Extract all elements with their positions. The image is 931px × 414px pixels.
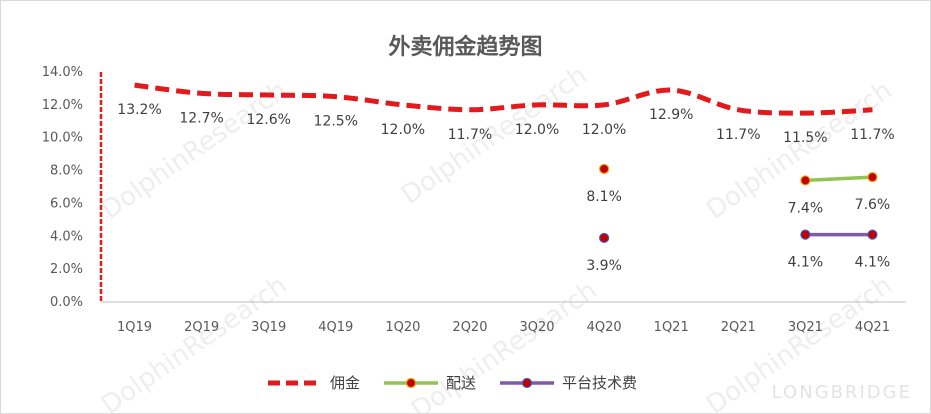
x-tick-label: 4Q21: [855, 320, 890, 335]
delivery-point: [800, 175, 811, 186]
delivery-point: [599, 163, 610, 175]
legend-item-delivery: 配送: [382, 372, 476, 393]
legend-label: 平台技术费: [562, 374, 638, 392]
delivery-data-label: 8.1%: [586, 189, 622, 205]
legend-swatch-line: [384, 377, 439, 388]
platform-fee-data-label: 4.1%: [788, 255, 824, 271]
legend-item-commission: 佣金: [266, 372, 360, 393]
brand-watermark: LONGBRIDGE: [771, 382, 912, 403]
x-tick-label: 3Q21: [788, 320, 823, 335]
x-tick-label: 1Q20: [385, 320, 420, 335]
legend-item-platform-fee: 平台技术费: [498, 372, 637, 393]
legend-label: 佣金: [330, 374, 361, 392]
commission-data-label: 12.0%: [582, 122, 626, 138]
commission-data-label: 11.7%: [850, 127, 894, 143]
y-tick-label: 10.0%: [42, 131, 83, 146]
commission-data-label: 12.0%: [515, 122, 559, 138]
commission-data-label: 11.7%: [448, 127, 492, 143]
commission-data-label: 13.2%: [117, 102, 161, 118]
legend-swatch-dashed: [268, 380, 322, 385]
y-tick-label: 12.0%: [42, 98, 83, 113]
x-tick-label: 4Q19: [318, 320, 353, 335]
y-tick-label: 2.0%: [50, 262, 83, 277]
x-tick-label: 1Q21: [654, 320, 689, 335]
platform-fee-point: [599, 232, 610, 244]
y-tick-label: 6.0%: [50, 196, 83, 211]
y-tick-label: 0.0%: [50, 295, 83, 310]
commission-data-label: 12.6%: [246, 112, 290, 128]
delivery-point: [867, 172, 878, 183]
x-tick-label: 2Q21: [721, 320, 756, 335]
delivery-line-segment: [805, 175, 873, 183]
y-tick-label: 4.0%: [50, 229, 83, 244]
x-tick-label: 3Q19: [251, 320, 286, 335]
commission-data-label: 12.7%: [179, 110, 223, 126]
commission-data-label: 11.7%: [716, 127, 760, 143]
chart-title: 外卖佣金趋势图: [388, 35, 543, 60]
x-tick-label: 4Q20: [587, 320, 622, 335]
commission-line: [134, 82, 873, 116]
x-tick-label: 1Q19: [117, 320, 152, 335]
x-tick-label: 2Q20: [452, 320, 487, 335]
commission-data-label: 12.9%: [649, 107, 693, 123]
platform-fee-data-label: 4.1%: [855, 255, 891, 271]
commission-data-label: 12.0%: [381, 122, 425, 138]
x-tick-label: 3Q20: [520, 320, 555, 335]
platform-fee-data-label: 3.9%: [586, 258, 622, 274]
platform-fee-point: [800, 229, 811, 240]
delivery-data-label: 7.4%: [788, 200, 824, 216]
platform-fee-point: [867, 229, 878, 240]
delivery-data-label: 7.6%: [855, 197, 891, 213]
y-tick-label: 14.0%: [42, 65, 83, 80]
legend: 佣金 配送 平台技术费: [266, 372, 659, 393]
commission-data-label: 12.5%: [314, 114, 358, 130]
legend-swatch-line: [500, 377, 555, 388]
y-tick-label: 8.0%: [50, 164, 83, 179]
x-tick-label: 2Q19: [184, 320, 219, 335]
legend-label: 配送: [446, 374, 477, 392]
commission-data-label: 11.5%: [783, 130, 827, 146]
